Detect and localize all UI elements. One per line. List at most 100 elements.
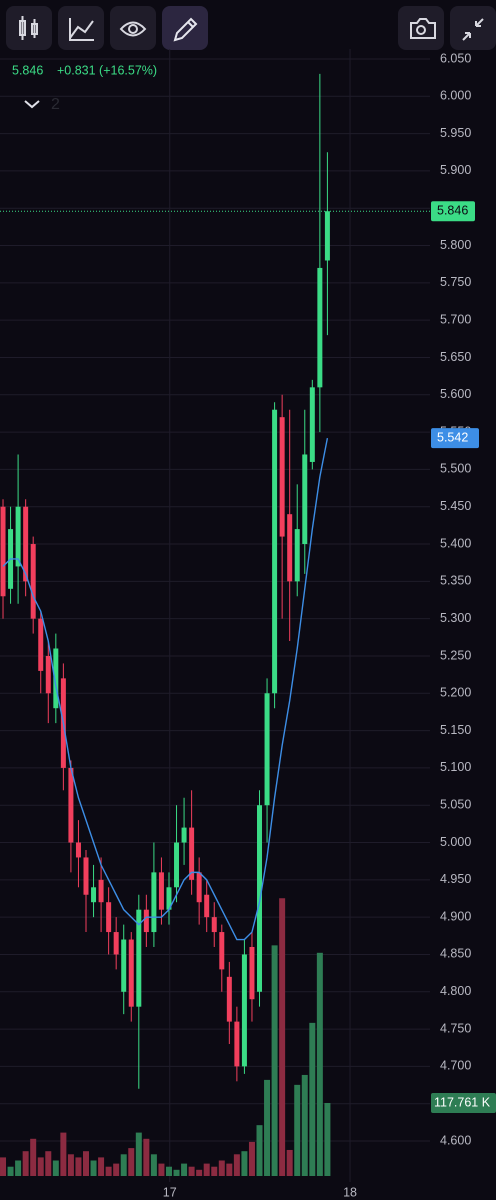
candle-body [264, 693, 270, 806]
indicator-count: 2 [51, 96, 60, 113]
y-tick-label: 5.500 [440, 462, 471, 476]
candle-body [204, 894, 210, 918]
ma-label: 5.542 [437, 430, 468, 444]
volume-bar [309, 1022, 316, 1176]
fullscreen-button[interactable] [450, 6, 496, 50]
volume-bar [271, 945, 278, 1176]
header-price: 5.846 [12, 63, 43, 77]
candle-body [158, 872, 164, 910]
candle-body [75, 842, 81, 858]
y-tick-label: 5.650 [440, 350, 471, 364]
y-tick-label: 5.150 [440, 723, 471, 737]
y-tick-label: 5.400 [440, 536, 471, 550]
y-tick-label: 5.200 [440, 686, 471, 700]
volume-bar [241, 1151, 248, 1176]
y-tick-label: 6.050 [440, 51, 471, 65]
volume-bar [37, 1157, 44, 1176]
candle-body [226, 976, 232, 1022]
draw-button[interactable] [162, 6, 208, 50]
y-tick-label: 5.900 [440, 163, 471, 177]
y-tick-label: 4.750 [440, 1021, 471, 1035]
y-tick-label: 4.600 [440, 1133, 471, 1147]
volume-bar [7, 1166, 14, 1176]
candle-body [302, 454, 308, 545]
candle-body [196, 872, 202, 903]
candles-button[interactable] [6, 6, 52, 50]
volume-bar [279, 898, 286, 1176]
volume-tag [431, 1092, 496, 1113]
y-tick-label: 5.700 [440, 312, 471, 326]
y-tick-label: 5.600 [440, 387, 471, 401]
volume-bar [15, 1160, 22, 1176]
y-tick-label: 5.450 [440, 499, 471, 513]
volume-bar [218, 1160, 225, 1176]
candle-body [211, 917, 217, 933]
volume-bar [188, 1166, 195, 1176]
candle-body [287, 514, 293, 582]
plot: 6.0506.0005.9505.9005.8505.8005.7505.700… [0, 49, 496, 1199]
volume-bar [150, 1154, 157, 1176]
candle-body [279, 417, 285, 537]
volume-bar [22, 1151, 29, 1176]
volume-bar [181, 1163, 188, 1176]
y-tick-label: 5.250 [440, 648, 471, 662]
candle-body [272, 409, 278, 694]
volume-bar [211, 1166, 218, 1176]
ma-tag [431, 428, 479, 449]
candles-icon [19, 16, 38, 40]
candle-body [143, 909, 149, 933]
collapse-chevron[interactable] [24, 100, 40, 109]
moving-average [2, 437, 329, 941]
candle-body [0, 506, 6, 597]
volume-bar [90, 1160, 97, 1176]
visibility-button[interactable] [110, 6, 156, 50]
volume-bar [233, 1154, 240, 1176]
y-tick-label: 4.800 [440, 984, 471, 998]
candle-body [151, 872, 157, 933]
candle-body [294, 529, 300, 582]
indicators-icon [69, 20, 94, 39]
camera-lens [416, 25, 426, 35]
last-price-label: 5.846 [437, 204, 468, 218]
candle-body [45, 655, 51, 694]
y-tick-label: 5.800 [440, 238, 471, 252]
last-price-tag [431, 201, 475, 222]
volume-bar [143, 1138, 150, 1176]
candle-body [324, 211, 330, 261]
candle-body [106, 902, 112, 933]
volume-bar [120, 1154, 127, 1176]
volume-bar [158, 1163, 165, 1176]
volume-bar [173, 1169, 180, 1176]
candle-body [15, 506, 21, 567]
volume-bar [45, 1151, 52, 1176]
eye-icon [119, 21, 147, 37]
volume-bar [248, 1141, 255, 1176]
candle-body [241, 954, 247, 1067]
candle-body [30, 544, 36, 619]
candle-body [219, 932, 225, 970]
collapse-icon [462, 18, 484, 41]
y-tick-label: 4.900 [440, 909, 471, 923]
candle-body [98, 879, 104, 903]
candle-body [68, 767, 74, 843]
indicators-axis-icon [69, 18, 94, 41]
volume-bar [203, 1163, 210, 1176]
volume-bar [294, 1084, 301, 1176]
volume-bar [105, 1166, 112, 1176]
snapshot-button[interactable] [398, 6, 444, 50]
y-tick-label: 5.000 [440, 835, 471, 849]
y-tick-label: 5.350 [440, 574, 471, 588]
candle-body [121, 939, 127, 992]
eye-pupil [128, 24, 138, 34]
y-tick-label: 5.100 [440, 760, 471, 774]
volume-bar [30, 1138, 37, 1176]
candle-body [38, 618, 44, 671]
candle-body [309, 387, 315, 462]
y-tick-label: 5.750 [440, 275, 471, 289]
candle-body [136, 909, 142, 1007]
candle-body [113, 932, 119, 955]
candle-body [166, 887, 172, 910]
x-tick-label: 18 [343, 1185, 357, 1199]
volume-bar [83, 1151, 89, 1176]
volume-bar [52, 1160, 59, 1176]
